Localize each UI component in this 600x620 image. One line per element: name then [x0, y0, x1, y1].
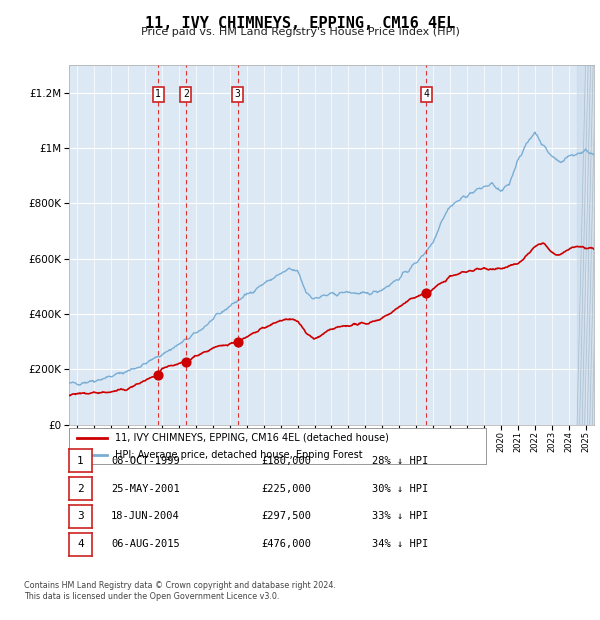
Text: 06-AUG-2015: 06-AUG-2015 — [111, 539, 180, 549]
Bar — [577, 65, 596, 425]
Text: 33% ↓ HPI: 33% ↓ HPI — [372, 512, 428, 521]
Text: 2: 2 — [183, 89, 189, 99]
Text: £476,000: £476,000 — [261, 539, 311, 549]
Point — [181, 358, 191, 368]
Text: 1: 1 — [155, 89, 161, 99]
Text: This data is licensed under the Open Government Licence v3.0.: This data is licensed under the Open Gov… — [24, 592, 280, 601]
Point — [233, 337, 242, 347]
Text: 25-MAY-2001: 25-MAY-2001 — [111, 484, 180, 494]
Text: Price paid vs. HM Land Registry's House Price Index (HPI): Price paid vs. HM Land Registry's House … — [140, 27, 460, 37]
Text: Contains HM Land Registry data © Crown copyright and database right 2024.: Contains HM Land Registry data © Crown c… — [24, 581, 336, 590]
Text: 4: 4 — [77, 539, 84, 549]
Text: 4: 4 — [424, 89, 429, 99]
Text: 28% ↓ HPI: 28% ↓ HPI — [372, 456, 428, 466]
Text: 34% ↓ HPI: 34% ↓ HPI — [372, 539, 428, 549]
Text: HPI: Average price, detached house, Epping Forest: HPI: Average price, detached house, Eppi… — [115, 450, 362, 460]
Text: £297,500: £297,500 — [261, 512, 311, 521]
Text: 08-OCT-1999: 08-OCT-1999 — [111, 456, 180, 466]
Text: 11, IVY CHIMNEYS, EPPING, CM16 4EL (detached house): 11, IVY CHIMNEYS, EPPING, CM16 4EL (deta… — [115, 433, 389, 443]
Point — [422, 288, 431, 298]
Text: 2: 2 — [77, 484, 84, 494]
Text: £180,000: £180,000 — [261, 456, 311, 466]
Text: 30% ↓ HPI: 30% ↓ HPI — [372, 484, 428, 494]
Text: 3: 3 — [235, 89, 241, 99]
Text: 11, IVY CHIMNEYS, EPPING, CM16 4EL: 11, IVY CHIMNEYS, EPPING, CM16 4EL — [145, 16, 455, 30]
Point — [154, 370, 163, 380]
Text: £225,000: £225,000 — [261, 484, 311, 494]
Text: 3: 3 — [77, 512, 84, 521]
Text: 1: 1 — [77, 456, 84, 466]
Text: 18-JUN-2004: 18-JUN-2004 — [111, 512, 180, 521]
